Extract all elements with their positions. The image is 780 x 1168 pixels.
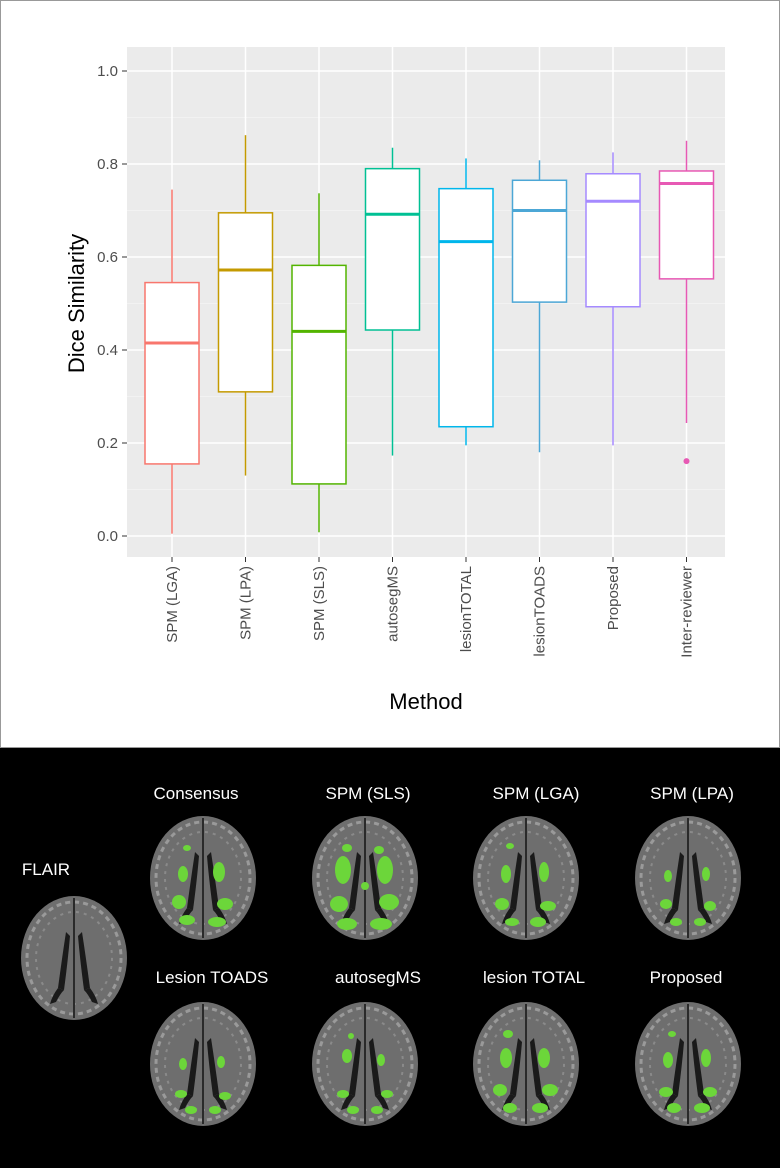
row2-label-2: lesion TOTAL bbox=[482, 968, 586, 987]
row1-label-2: SPM (LGA) bbox=[492, 784, 580, 803]
spm-lpa-brain-image bbox=[632, 812, 744, 942]
y-axis-title: Dice Similarity bbox=[64, 234, 89, 373]
row1-label-1: SPM (SLS) bbox=[325, 784, 411, 803]
x-tick-label: Inter-reviewer bbox=[679, 566, 696, 658]
x-tick-label: lesionTOTAL bbox=[458, 566, 475, 652]
autosegms-brain-image bbox=[309, 998, 421, 1128]
x-tick-label: lesionTOADS bbox=[532, 566, 549, 657]
row1-label-3: SPM (LPA) bbox=[650, 784, 734, 803]
x-tick-label: SPM (LGA) bbox=[164, 566, 181, 643]
box bbox=[585, 173, 641, 308]
chart-panel: 0.0 0.2 0.4 0.6 0.8 1.0 SPM (LGA) SPM (LPA) SPM … bbox=[0, 0, 780, 748]
row1-label-0: Consensus bbox=[153, 784, 239, 803]
y-tick-label: 0.4 bbox=[97, 342, 118, 359]
y-tick-label: 0.0 bbox=[97, 528, 118, 545]
box bbox=[438, 187, 494, 428]
x-tick-label: SPM (SLS) bbox=[311, 566, 328, 641]
box bbox=[658, 170, 715, 280]
outlier-point bbox=[683, 458, 690, 465]
lesion-total-brain-image bbox=[470, 998, 582, 1128]
flair-brain-image bbox=[18, 892, 130, 1022]
box bbox=[217, 212, 274, 393]
dice-boxplot: 0.0 0.2 0.4 0.6 0.8 1.0 SPM (LGA) SPM (LPA) SPM … bbox=[64, 47, 725, 714]
lesion-toads-brain-image bbox=[147, 998, 259, 1128]
x-tick-label: Proposed bbox=[605, 566, 622, 630]
x-tick-label: autosegMS bbox=[385, 566, 402, 642]
box bbox=[144, 281, 200, 465]
y-tick-label: 0.6 bbox=[97, 249, 118, 266]
flair-label: FLAIR bbox=[21, 860, 71, 879]
spm-sls-brain-image bbox=[309, 812, 421, 942]
proposed-brain-image bbox=[632, 998, 744, 1128]
row2-label-0: Lesion TOADS bbox=[155, 968, 269, 987]
box bbox=[511, 179, 568, 303]
box bbox=[364, 167, 421, 331]
row2-label-1: autosegMS bbox=[335, 968, 421, 987]
box bbox=[291, 264, 347, 485]
y-tick-label: 1.0 bbox=[97, 63, 118, 80]
y-tick-label: 0.2 bbox=[97, 435, 118, 452]
x-tick-label: SPM (LPA) bbox=[238, 566, 255, 640]
y-tick-label: 0.8 bbox=[97, 156, 118, 173]
consensus-brain-image bbox=[147, 812, 259, 942]
spm-lga-brain-image bbox=[470, 812, 582, 942]
x-axis-title: Method bbox=[389, 689, 462, 714]
row2-label-3: Proposed bbox=[649, 968, 723, 987]
image-panel: FLAIR Consensus SPM (SLS) SPM (LGA) SPM … bbox=[0, 748, 780, 1168]
